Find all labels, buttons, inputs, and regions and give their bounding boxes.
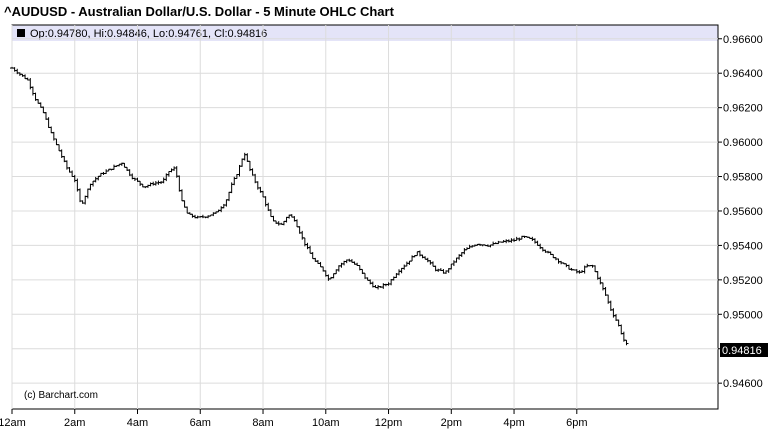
- ohlc-bar: [172, 166, 177, 171]
- y-tick-label: 0.95400: [723, 240, 763, 252]
- ohlc-bar: [451, 260, 456, 267]
- x-tick-label: 12am: [0, 417, 26, 429]
- ohlc-bar: [462, 248, 467, 255]
- x-axis: 12am 2am 4am 6am 8am 10am 12pm 2pm 4pm 6pm: [0, 409, 588, 429]
- ohlc-bar: [161, 177, 166, 184]
- ohlc-bar: [148, 182, 153, 187]
- ohlc-bar: [449, 263, 454, 270]
- ohlc-bar: [227, 191, 232, 202]
- ohlc-bar: [381, 283, 386, 289]
- x-tick-label: 10am: [312, 417, 340, 429]
- ohlc-bar: [245, 153, 250, 162]
- ohlc-bar: [556, 258, 561, 264]
- ohlc-bar: [91, 180, 96, 187]
- plot-frame: [11, 24, 719, 410]
- ohlc-bars: [10, 66, 629, 346]
- ohlc-bar: [407, 260, 412, 265]
- ohlc-bar: [425, 257, 430, 263]
- ohlc-bar: [104, 169, 109, 175]
- ohlc-bar: [169, 168, 174, 173]
- ohlc-bar: [151, 181, 156, 186]
- ohlc-bar: [182, 200, 187, 208]
- ohlc-bar: [415, 251, 420, 257]
- y-tick-label: 0.96000: [723, 137, 763, 149]
- ohlc-bar: [574, 269, 579, 274]
- ohlc-bar: [237, 164, 242, 177]
- grid-lines: [11, 25, 718, 409]
- ohlc-bar: [295, 219, 300, 228]
- ohlc-bar: [46, 117, 51, 128]
- ohlc-bar: [166, 170, 171, 177]
- ohlc-bar: [619, 324, 624, 335]
- y-tick-label: 0.95200: [723, 275, 763, 287]
- chart-title: ^AUDUSD - Australian Dollar/U.S. Dollar …: [4, 4, 395, 19]
- ohlc-bar: [276, 221, 281, 226]
- ohlc-bar: [504, 239, 509, 244]
- y-tick-label: 0.96400: [723, 68, 763, 80]
- ohlc-bar: [624, 339, 629, 346]
- ohlc-bar: [310, 252, 315, 260]
- ohlc-bar: [404, 261, 409, 267]
- ohlc-bar: [190, 213, 195, 218]
- x-tick-label: 6pm: [566, 417, 587, 429]
- ohlc-bar: [242, 152, 247, 161]
- y-tick-label: 0.95800: [723, 172, 763, 184]
- ohlc-bar: [177, 175, 182, 192]
- x-tick-label: 8am: [252, 417, 273, 429]
- ohlc-bar: [611, 308, 616, 318]
- x-tick-label: 2pm: [441, 417, 462, 429]
- ohlc-bar: [396, 269, 401, 276]
- ohlc-bar: [532, 238, 537, 244]
- x-tick-label: 4pm: [503, 417, 524, 429]
- ohlc-bar: [224, 199, 229, 207]
- last-price-label: 0.94816: [722, 345, 762, 357]
- ohlc-bar: [593, 265, 598, 273]
- ohlc-bar: [540, 247, 545, 252]
- y-tick-label: 0.95600: [723, 206, 763, 218]
- ohlc-bar: [122, 162, 127, 168]
- ohlc-bar: [93, 176, 98, 183]
- ohlc-bar: [268, 209, 273, 218]
- y-tick-label: 0.96600: [723, 34, 763, 46]
- credit-label: (c) Barchart.com: [24, 390, 98, 401]
- x-tick-label: 4am: [127, 417, 148, 429]
- y-axis: 0.96600 0.96400 0.96200 0.96000 0.95800 0.956…: [718, 34, 763, 390]
- ohlc-bar: [72, 174, 77, 183]
- ohlc-bar: [57, 144, 62, 152]
- x-tick-label: 2am: [64, 417, 85, 429]
- ohlc-bar: [430, 261, 435, 267]
- info-bar: [12, 25, 718, 41]
- ohlc-bar: [376, 284, 381, 290]
- ohlc-bar: [83, 195, 88, 205]
- y-tick-label: 0.94600: [723, 378, 763, 390]
- ohlc-readout: Op:0.94780, Hi:0.94846, Lo:0.94761, Cl:0…: [30, 28, 267, 40]
- y-tick-label: 0.96200: [723, 103, 763, 115]
- ohlc-bar: [49, 126, 54, 134]
- ohlc-bar: [77, 188, 82, 203]
- ohlc-bar: [305, 242, 310, 250]
- y-tick-label: 0.95000: [723, 309, 763, 321]
- ohlc-bar: [240, 158, 245, 167]
- last-price-badge: [720, 343, 768, 357]
- ohlc-bar: [200, 214, 205, 219]
- info-square-icon: [17, 29, 25, 37]
- ohlc-bar: [308, 245, 313, 254]
- ohlc-bar: [70, 170, 75, 178]
- ohlc-bar: [111, 164, 116, 170]
- ohlc-bar: [30, 86, 35, 96]
- ohlc-bar: [179, 189, 184, 202]
- x-tick-label: 12pm: [375, 417, 403, 429]
- ohlc-bar: [402, 264, 407, 270]
- ohlc-bar: [138, 180, 143, 186]
- x-tick-label: 6am: [190, 417, 211, 429]
- ohlc-bar: [185, 206, 190, 214]
- ohlc-bar: [318, 261, 323, 268]
- ohlc-bar: [600, 282, 605, 291]
- ohlc-bar: [261, 190, 266, 198]
- ohlc-bar: [85, 188, 90, 199]
- ohlc-bar: [538, 243, 543, 250]
